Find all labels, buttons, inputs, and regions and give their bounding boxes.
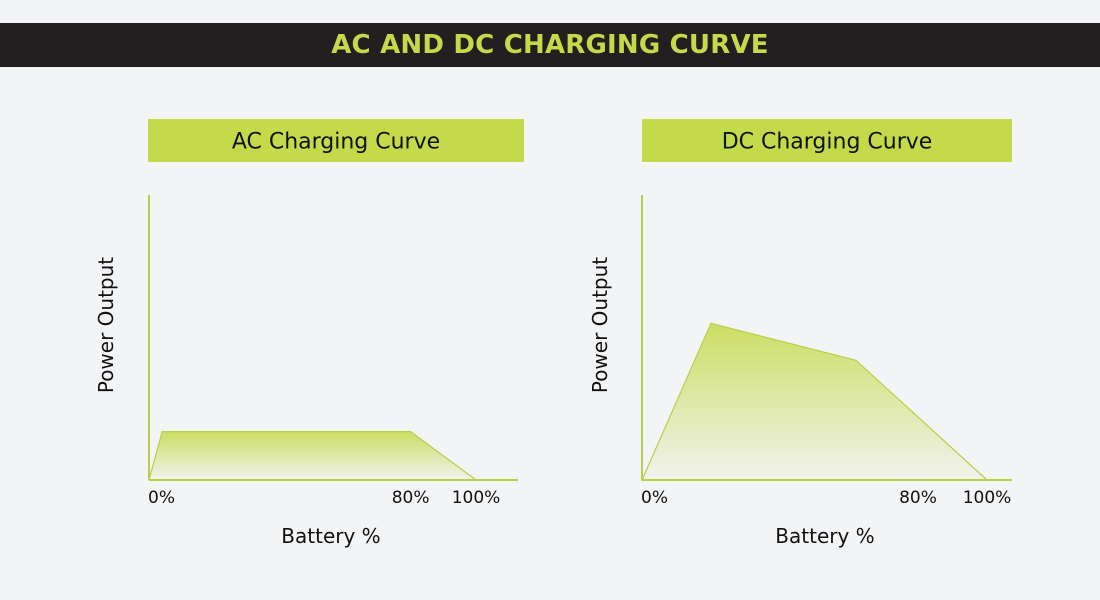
dc-x-tick-label: 0% (641, 488, 668, 508)
ac-chart: AC Charging Curve Power Output 0% 80% 100% Ba… (94, 119, 524, 548)
dc-x-axis-label: Battery % (775, 524, 874, 548)
ac-x-tick-label: 100% (452, 488, 501, 508)
dc-chart: DC Charging Curve Power Output 0% 80% 100% Ba… (588, 119, 1012, 548)
dc-chart-title: DC Charging Curve (722, 130, 933, 155)
dc-y-axis-label: Power Output (588, 257, 612, 393)
dc-area-series (641, 322, 988, 481)
ac-x-axis-label: Battery % (281, 524, 380, 548)
ac-chart-title: AC Charging Curve (232, 130, 440, 155)
dc-x-tick-label: 100% (963, 488, 1012, 508)
page-title: AC AND DC CHARGING CURVE (331, 30, 769, 60)
ac-x-tick-label: 80% (392, 488, 430, 508)
dc-x-tick-label: 80% (899, 488, 937, 508)
title-banner: AC AND DC CHARGING CURVE (0, 23, 1100, 67)
ac-title-bar (148, 119, 524, 162)
dc-title-bar (642, 119, 1012, 162)
ac-area-series (148, 431, 477, 481)
ac-x-tick-label: 0% (148, 488, 175, 508)
ac-y-axis-label: Power Output (94, 257, 118, 393)
